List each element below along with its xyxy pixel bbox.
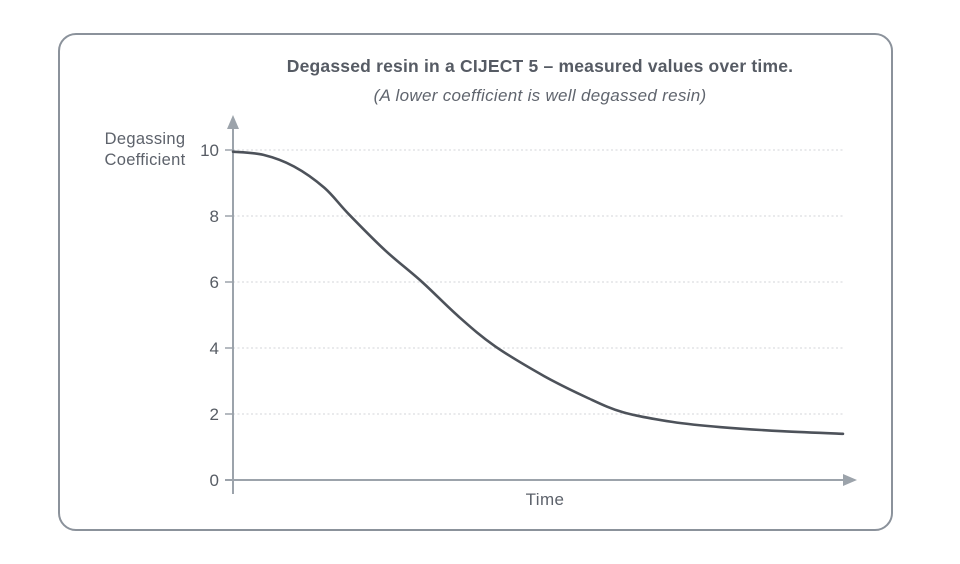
y-tick-label: 8 <box>210 207 219 226</box>
y-tick-label: 4 <box>210 339 219 358</box>
y-axis-title: Degassing Coefficient <box>104 130 186 169</box>
chart-card <box>58 33 893 531</box>
y-tick-label: 6 <box>210 273 219 292</box>
y-tick-label: 10 <box>200 141 219 160</box>
x-axis-arrow-icon <box>843 474 857 486</box>
chart-title: Degassed resin in a CIJECT 5 – measured … <box>286 56 794 76</box>
y-axis-arrow-icon <box>227 115 239 129</box>
y-tick-label: 2 <box>210 405 219 424</box>
x-axis-title: Time <box>525 490 565 509</box>
y-tick-label: 0 <box>210 471 219 490</box>
chart-subtitle: (A lower coefficient is well degassed re… <box>373 86 707 105</box>
data-curve <box>231 150 845 436</box>
